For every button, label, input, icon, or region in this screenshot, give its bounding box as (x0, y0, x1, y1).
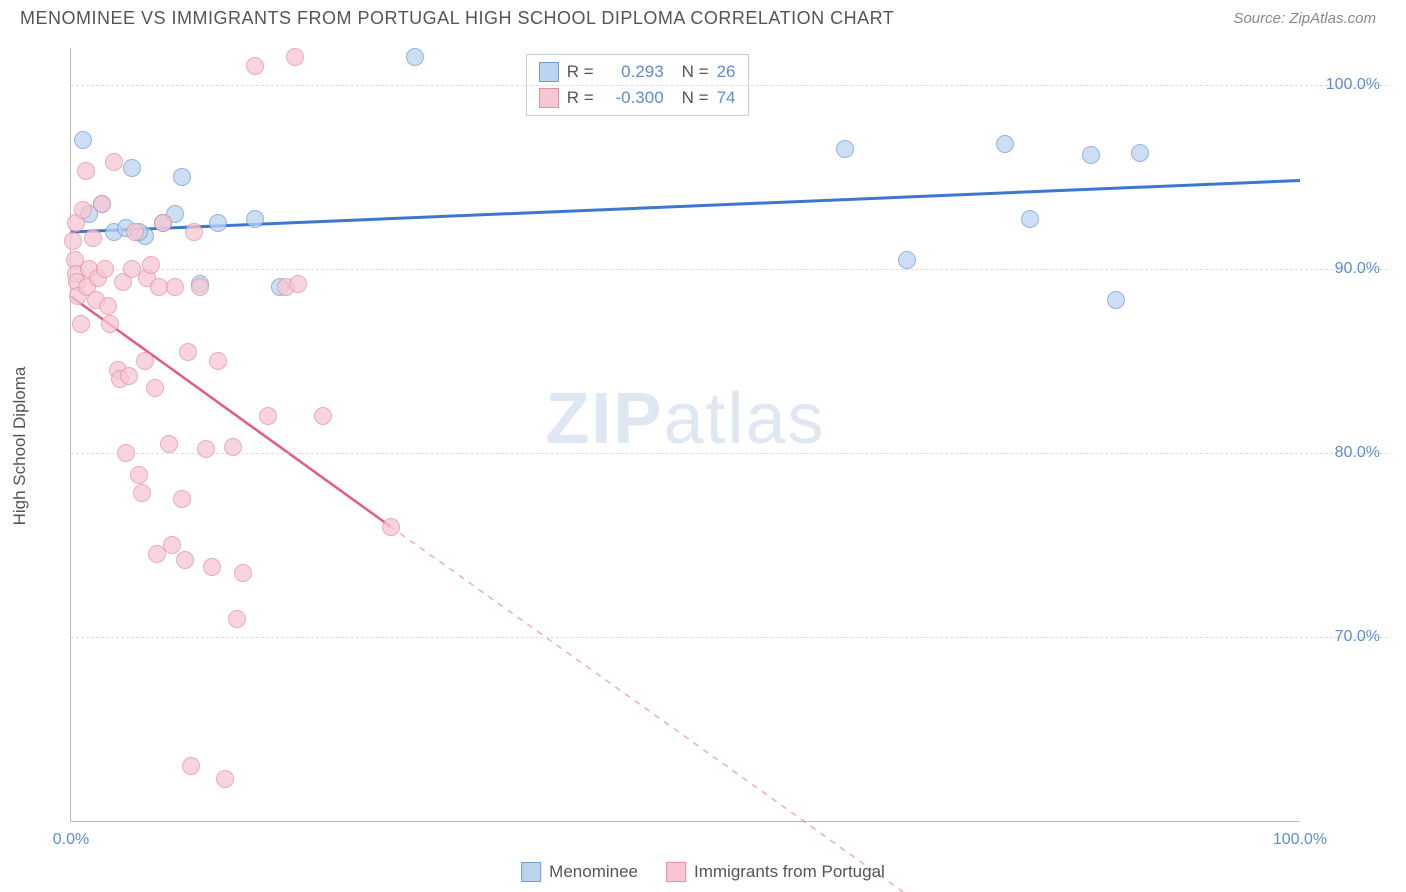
data-point (836, 140, 854, 158)
legend-series-label: Menominee (549, 862, 638, 882)
legend-series-item: Immigrants from Portugal (666, 862, 885, 882)
data-point (259, 407, 277, 425)
data-point (96, 260, 114, 278)
data-point (1131, 144, 1149, 162)
data-point (216, 770, 234, 788)
data-point (130, 466, 148, 484)
data-point (120, 367, 138, 385)
data-point (74, 201, 92, 219)
legend-swatch (539, 62, 559, 82)
data-point (996, 135, 1014, 153)
data-point (1021, 210, 1039, 228)
plot-region: ZIPatlas R =0.293N =26R =-0.300N =74 70.… (70, 48, 1300, 822)
data-point (1107, 291, 1125, 309)
data-point (163, 536, 181, 554)
trend-line (71, 296, 391, 526)
n-value: 26 (717, 59, 736, 85)
gridline-h (71, 453, 1388, 454)
legend-swatch (521, 862, 541, 882)
data-point (126, 223, 144, 241)
chart-title: MENOMINEE VS IMMIGRANTS FROM PORTUGAL HI… (20, 8, 894, 29)
xtick-label: 100.0% (1273, 831, 1327, 849)
data-point (117, 444, 135, 462)
legend-series: Menominee Immigrants from Portugal (521, 862, 885, 882)
data-point (160, 435, 178, 453)
data-point (142, 256, 160, 274)
data-point (74, 131, 92, 149)
data-point (123, 159, 141, 177)
ytick-label: 100.0% (1326, 76, 1380, 94)
data-point (246, 210, 264, 228)
data-point (182, 757, 200, 775)
data-point (84, 229, 102, 247)
data-point (286, 48, 304, 66)
data-point (173, 490, 191, 508)
data-point (191, 278, 209, 296)
n-label: N = (682, 85, 709, 111)
data-point (179, 343, 197, 361)
data-point (1082, 146, 1100, 164)
data-point (246, 57, 264, 75)
data-point (185, 223, 203, 241)
trend-lines (71, 48, 1300, 821)
data-point (289, 275, 307, 293)
data-point (406, 48, 424, 66)
data-point (101, 315, 119, 333)
data-point (197, 440, 215, 458)
data-point (228, 610, 246, 628)
y-axis-label: High School Diploma (10, 367, 30, 526)
source-label: Source: ZipAtlas.com (1233, 10, 1376, 27)
gridline-h (71, 85, 1388, 86)
data-point (203, 558, 221, 576)
legend-correlation-row: R = -0.300 N = 74 (539, 85, 736, 111)
legend-series-label: Immigrants from Portugal (694, 862, 885, 882)
xtick-label: 0.0% (53, 831, 89, 849)
legend-swatch (666, 862, 686, 882)
data-point (224, 438, 242, 456)
r-value: -0.300 (602, 85, 664, 111)
data-point (133, 484, 151, 502)
data-point (176, 551, 194, 569)
data-point (93, 195, 111, 213)
data-point (173, 168, 191, 186)
data-point (314, 407, 332, 425)
data-point (72, 315, 90, 333)
header: MENOMINEE VS IMMIGRANTS FROM PORTUGAL HI… (0, 0, 1406, 29)
r-label: R = (567, 59, 594, 85)
data-point (898, 251, 916, 269)
r-label: R = (567, 85, 594, 111)
data-point (105, 153, 123, 171)
trend-line-extrapolated (391, 527, 907, 892)
data-point (99, 297, 117, 315)
data-point (146, 379, 164, 397)
data-point (234, 564, 252, 582)
ytick-label: 80.0% (1335, 444, 1380, 462)
r-value: 0.293 (602, 59, 664, 85)
data-point (166, 278, 184, 296)
n-value: 74 (717, 85, 736, 111)
data-point (64, 232, 82, 250)
gridline-h (71, 269, 1388, 270)
data-point (209, 352, 227, 370)
chart-area: High School Diploma ZIPatlas R =0.293N =… (48, 48, 1388, 844)
data-point (209, 214, 227, 232)
ytick-label: 90.0% (1335, 260, 1380, 278)
n-label: N = (682, 59, 709, 85)
data-point (77, 162, 95, 180)
gridline-h (71, 637, 1388, 638)
legend-series-item: Menominee (521, 862, 638, 882)
data-point (382, 518, 400, 536)
ytick-label: 70.0% (1335, 628, 1380, 646)
data-point (136, 352, 154, 370)
legend-swatch (539, 88, 559, 108)
data-point (154, 214, 172, 232)
legend-correlation-row: R = 0.293 N = 26 (539, 59, 736, 85)
